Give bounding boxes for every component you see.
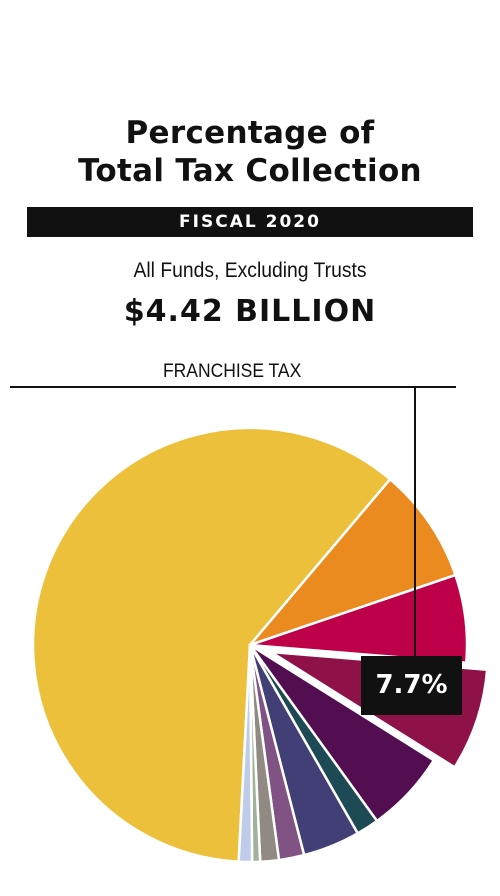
callout-horizontal-line (10, 386, 456, 388)
pie-slice-1 (31, 426, 392, 863)
pie-slice-3 (248, 573, 469, 664)
fiscal-year-banner: FISCAL 2020 (27, 207, 473, 237)
pie-slice-2 (248, 478, 457, 647)
title-line-1: Percentage of (125, 115, 375, 151)
chart-subtitle: All Funds, Excluding Trusts (133, 259, 367, 282)
callout-label: FRANCHISE TAX (163, 361, 302, 382)
chart-title: Percentage of Total Tax Collection (0, 114, 500, 190)
pie-slice-11 (237, 643, 254, 864)
title-line-2: Total Tax Collection (78, 153, 422, 189)
total-amount: $4.42 BILLION (123, 294, 377, 329)
franchise-tax-value-badge: 7.7% (361, 656, 462, 715)
